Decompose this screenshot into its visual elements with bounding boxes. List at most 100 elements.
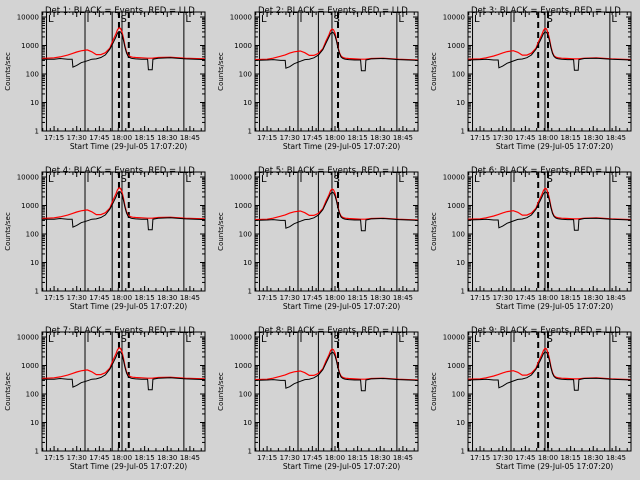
panel-title: Det 9: BLACK = Events, RED = LLD — [471, 326, 621, 336]
x-axis-label: Start Time (29-Jul-05 17:07:20) — [496, 142, 613, 151]
x-tick-label: 18:00 — [538, 134, 558, 142]
lld-series-line — [255, 28, 418, 61]
x-tick-label: 18:45 — [180, 294, 200, 302]
panel-title: Det 6: BLACK = Events, RED = LLD — [471, 166, 621, 176]
x-tick-label: 18:15 — [561, 134, 581, 142]
x-tick-label: 18:30 — [583, 134, 603, 142]
x-tick-label: 18:30 — [583, 454, 603, 462]
x-tick-label: 17:15 — [44, 294, 64, 302]
x-tick-label: 18:30 — [370, 134, 390, 142]
y-tick-label: 10 — [30, 259, 39, 267]
plot-frame — [254, 171, 419, 292]
marker-label: S — [333, 334, 339, 345]
marker-label: L — [398, 334, 404, 345]
y-tick-label: 1 — [35, 448, 39, 456]
y-tick-label: 1 — [461, 128, 465, 136]
marker-label: L — [185, 14, 191, 25]
y-tick-label: 1000 — [234, 202, 252, 210]
events-series-line — [468, 351, 631, 391]
y-tick-label: 1000 — [21, 42, 39, 50]
lld-series-line — [42, 347, 205, 380]
y-tick-label: 1000 — [234, 42, 252, 50]
y-tick-label: 1 — [248, 288, 252, 296]
y-axis-label: Counts/sec — [4, 212, 12, 251]
x-tick-label: 17:15 — [44, 454, 64, 462]
y-tick-label: 10000 — [230, 334, 252, 342]
x-tick-label: 18:00 — [325, 134, 345, 142]
marker-label: S — [546, 14, 552, 25]
x-tick-label: 18:30 — [157, 294, 177, 302]
detector-panel-5: 1 10 100 1000 10000 17:15 17:30 17:45 18:00 18:15… — [217, 166, 419, 311]
plot-frame — [467, 171, 632, 292]
y-tick-label: 1000 — [447, 362, 465, 370]
x-tick-label: 17:45 — [515, 294, 535, 302]
y-axis-label: Counts/sec — [4, 372, 12, 411]
lld-series-line — [468, 27, 631, 61]
panel-title: Det 3: BLACK = Events, RED = LLD — [471, 6, 621, 16]
x-tick-label: 17:15 — [470, 134, 490, 142]
y-tick-label: 10 — [456, 419, 465, 427]
plot-frame — [41, 171, 206, 292]
panel-title: Det 8: BLACK = Events, RED = LLD — [258, 326, 408, 336]
x-tick-label: 17:45 — [302, 134, 322, 142]
marker-label: I — [513, 174, 516, 185]
x-tick-label: 18:30 — [370, 294, 390, 302]
x-tick-label: 17:15 — [257, 454, 277, 462]
y-tick-label: 1000 — [234, 362, 252, 370]
marker-label: L — [398, 14, 404, 25]
y-tick-label: 10000 — [230, 14, 252, 22]
x-axis-label: Start Time (29-Jul-05 17:07:20) — [496, 302, 613, 311]
x-axis-label: Start Time (29-Jul-05 17:07:20) — [496, 462, 613, 471]
events-series-line — [255, 31, 418, 72]
detector-panel-1: 1 10 100 1000 10000 17:15 17:30 17:45 18:00 18:15… — [4, 6, 206, 151]
x-tick-label: 18:15 — [561, 454, 581, 462]
x-tick-label: 18:15 — [135, 294, 155, 302]
y-tick-label: 100 — [239, 391, 252, 399]
x-tick-label: 18:30 — [157, 134, 177, 142]
marker-label: S — [333, 174, 339, 185]
y-axis-label: Counts/sec — [430, 372, 438, 411]
detector-panel-4: 1 10 100 1000 10000 17:15 17:30 17:45 18:00 18:15… — [4, 166, 206, 311]
marker-label: L — [48, 174, 54, 185]
marker-label: I — [513, 14, 516, 25]
marker-label: I — [87, 174, 90, 185]
marker-label: I — [87, 334, 90, 345]
x-tick-label: 18:45 — [606, 134, 626, 142]
x-axis-label: Start Time (29-Jul-05 17:07:20) — [70, 302, 187, 311]
y-tick-label: 100 — [26, 71, 39, 79]
plot-frame — [41, 11, 206, 132]
x-tick-label: 18:45 — [606, 454, 626, 462]
x-tick-label: 17:15 — [44, 134, 64, 142]
y-tick-label: 1 — [35, 128, 39, 136]
y-tick-label: 10 — [243, 259, 252, 267]
y-tick-label: 10000 — [443, 14, 465, 22]
x-tick-label: 18:00 — [325, 294, 345, 302]
marker-label: L — [261, 174, 267, 185]
x-tick-label: 17:45 — [302, 454, 322, 462]
x-tick-label: 18:15 — [348, 134, 368, 142]
marker-label: L — [611, 14, 617, 25]
detector-panel-8: 1 10 100 1000 10000 17:15 17:30 17:45 18:00 18:15… — [217, 326, 419, 471]
y-tick-label: 1 — [248, 128, 252, 136]
marker-label: L — [185, 174, 191, 185]
x-tick-label: 17:30 — [493, 294, 513, 302]
events-series-line — [468, 31, 631, 71]
x-tick-label: 17:15 — [470, 454, 490, 462]
x-tick-label: 18:00 — [112, 134, 132, 142]
detector-panel-7: 1 10 100 1000 10000 17:15 17:30 17:45 18:00 18:15… — [4, 326, 206, 471]
panel-title: Det 1: BLACK = Events, RED = LLD — [45, 6, 195, 16]
x-tick-label: 18:15 — [348, 294, 368, 302]
x-tick-label: 18:00 — [112, 454, 132, 462]
y-tick-label: 1000 — [21, 202, 39, 210]
x-tick-label: 17:45 — [89, 134, 109, 142]
y-tick-label: 10000 — [443, 334, 465, 342]
x-tick-label: 17:30 — [67, 294, 87, 302]
x-tick-label: 18:30 — [157, 454, 177, 462]
x-tick-label: 17:30 — [493, 134, 513, 142]
x-axis-label: Start Time (29-Jul-05 17:07:20) — [70, 462, 187, 471]
y-tick-label: 100 — [239, 231, 252, 239]
x-tick-label: 18:00 — [538, 294, 558, 302]
x-tick-label: 17:45 — [89, 454, 109, 462]
panel-title: Det 7: BLACK = Events, RED = LLD — [45, 326, 195, 336]
y-tick-label: 1 — [35, 288, 39, 296]
